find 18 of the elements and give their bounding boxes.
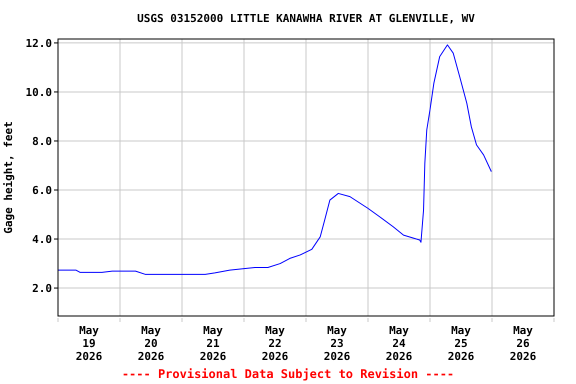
text: ---- Provisional Data Subject to Revision ----	[120, 367, 456, 381]
y-tick-label: 12.0	[26, 36, 52, 50]
x-tick-label: May 26 2026	[510, 324, 537, 363]
y-tick-label: 8.0	[32, 134, 52, 148]
x-tick-label: May 23 2026	[324, 324, 351, 363]
y-tick-label: 4.0	[32, 232, 52, 246]
y-tick-label: 10.0	[26, 86, 52, 99]
line-series	[58, 44, 492, 275]
chart-title: USGS 03152000 LITTLE KANAWHA RIVER AT GLENVILLE, WV	[136, 12, 476, 25]
y-axis-title: Gage height, feet	[2, 121, 15, 234]
x-tick-label: May 22 2026	[262, 324, 289, 363]
y-tick-label: 2.0	[32, 282, 52, 295]
y-tick-label: 6.0	[32, 184, 52, 197]
x-tick-label: May 21 2026	[200, 324, 227, 363]
x-tick-label: May 20 2026	[138, 324, 165, 363]
x-tick-label: May 19 2026	[76, 324, 103, 363]
x-tick-label: May 25 2026	[448, 324, 475, 363]
x-tick-label: May 24 2026	[386, 324, 413, 363]
